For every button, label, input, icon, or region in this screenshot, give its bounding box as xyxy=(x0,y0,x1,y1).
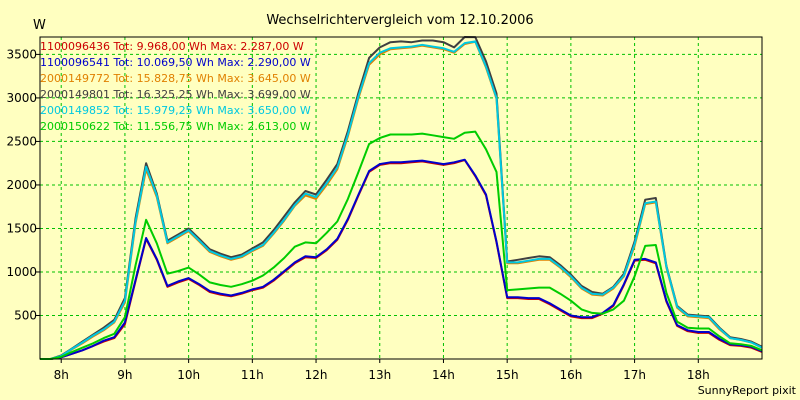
y-tick-label: 3000 xyxy=(6,91,37,105)
y-tick-label: 1500 xyxy=(6,221,37,235)
y-tick-label: 2000 xyxy=(6,178,37,192)
legend-entry-2000149852: 2000149852 Tot: 15.979,25 Wh Max: 3.650,… xyxy=(40,104,311,117)
x-tick-label: 13h xyxy=(368,368,391,382)
x-tick-label: 8h xyxy=(54,368,69,382)
legend-entry-1100096436: 1100096436 Tot: 9.968,00 Wh Max: 2.287,0… xyxy=(40,40,304,53)
footer-credit: SunnyReport pixit xyxy=(698,384,797,397)
chart-title: Wechselrichtervergleich vom 12.10.2006 xyxy=(266,13,533,28)
legend: 1100096436 Tot: 9.968,00 Wh Max: 2.287,0… xyxy=(40,40,311,133)
y-tick-label: 1000 xyxy=(6,265,37,279)
x-tick-label: 11h xyxy=(241,368,264,382)
x-tick-label: 18h xyxy=(687,368,710,382)
y-axis-unit-label: W xyxy=(33,18,46,33)
legend-entry-2000150622: 2000150622 Tot: 11.556,75 Wh Max: 2.613,… xyxy=(40,120,311,133)
x-tick-label: 14h xyxy=(432,368,455,382)
x-tick-label: 12h xyxy=(305,368,328,382)
series-line-2000149852 xyxy=(40,40,763,360)
y-tick-label: 3500 xyxy=(6,47,37,61)
y-tick-label: 500 xyxy=(14,308,37,322)
x-tick-label: 9h xyxy=(117,368,132,382)
grid-lines xyxy=(40,37,762,359)
legend-entry-2000149801: 2000149801 Tot: 16.325,25 Wh Max: 3.699,… xyxy=(40,88,311,101)
series-lines xyxy=(40,36,763,360)
plot-area-border xyxy=(39,36,763,360)
series-line-2000150622 xyxy=(40,130,763,360)
x-tick-label: 17h xyxy=(623,368,646,382)
x-tick-label: 15h xyxy=(496,368,519,382)
y-tick-label: 2500 xyxy=(6,134,37,148)
x-axis-ticks: 8h 9h 10h 11h 12h 13h 14h 15h 16h 17h 18h xyxy=(54,359,710,382)
y-axis-ticks: 500 1000 1500 2000 2500 3000 3500 xyxy=(6,47,40,322)
x-tick-label: 10h xyxy=(177,368,200,382)
legend-entry-1100096541: 1100096541 Tot: 10.069,50 Wh Max: 2.290,… xyxy=(40,56,311,69)
legend-entry-2000149772: 2000149772 Tot: 15.828,75 Wh Max: 3.645,… xyxy=(40,72,311,85)
series-line-1100096541 xyxy=(40,158,763,360)
x-tick-label: 16h xyxy=(559,368,582,382)
